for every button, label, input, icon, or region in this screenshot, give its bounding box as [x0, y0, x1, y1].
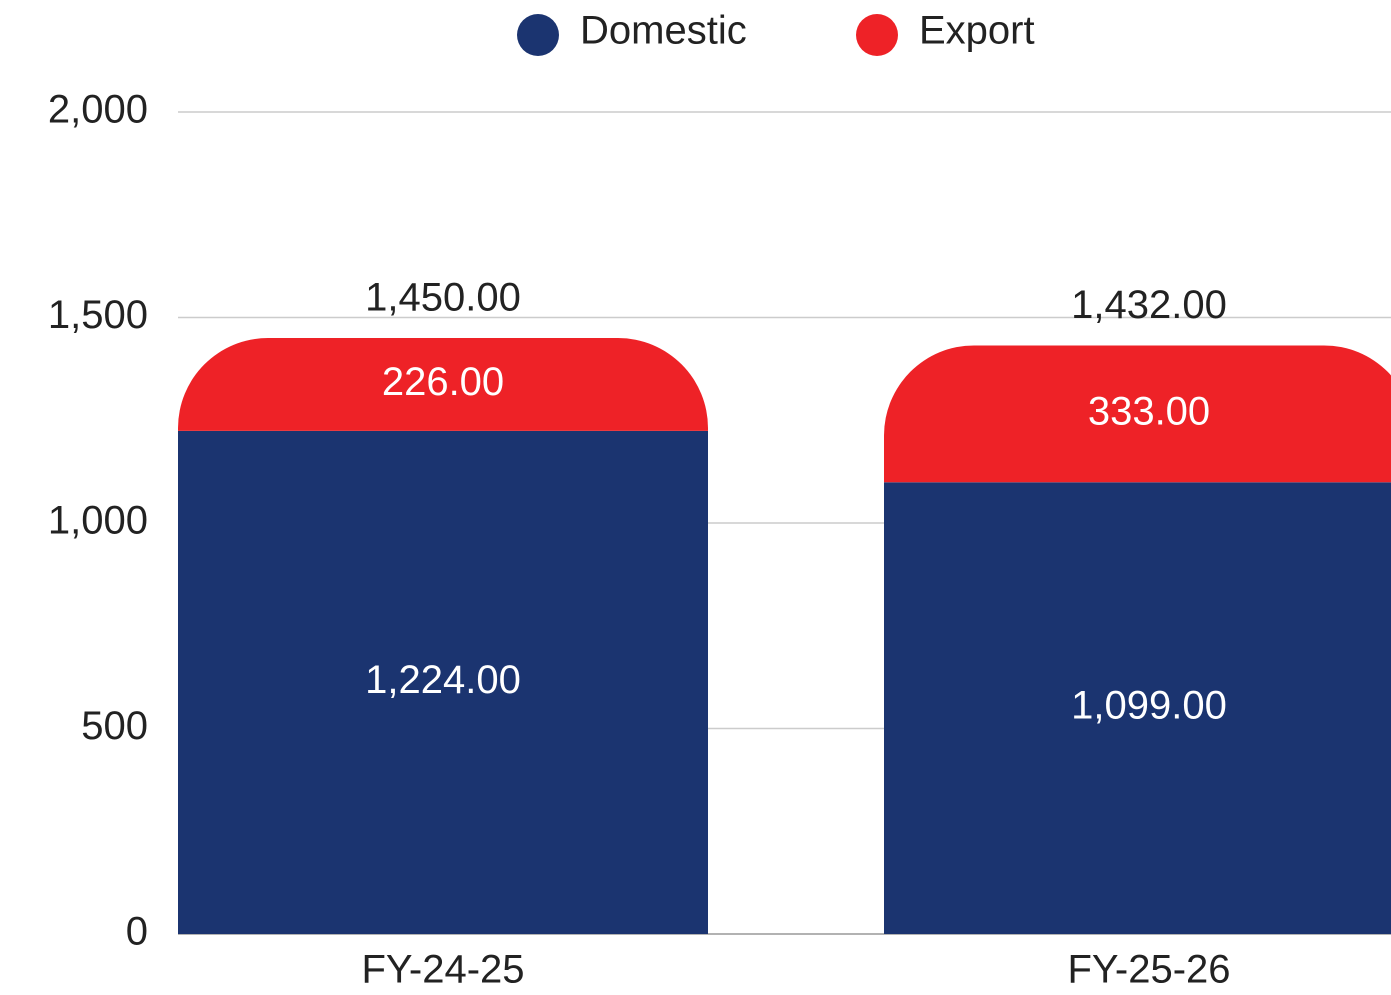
legend-label: Export	[919, 9, 1035, 53]
legend-swatch	[856, 14, 898, 56]
y-tick-label: 500	[81, 704, 148, 748]
data-label: 1,224.00	[365, 658, 521, 702]
total-label: 1,450.00	[365, 276, 521, 320]
y-tick-label: 0	[126, 910, 148, 954]
legend-swatch	[517, 14, 559, 56]
bar-segment	[178, 430, 708, 934]
legend-label: Domestic	[580, 9, 747, 53]
x-tick-label: FY-25-26	[1067, 948, 1230, 992]
data-label: 1,099.00	[1071, 684, 1227, 728]
data-label: 226.00	[382, 360, 504, 404]
total-label: 1,432.00	[1071, 283, 1227, 327]
data-label: 333.00	[1088, 389, 1210, 433]
y-tick-label: 1,000	[48, 499, 148, 543]
bar-segment	[884, 345, 1391, 483]
x-tick-label: FY-24-25	[361, 948, 524, 992]
bar-segment	[884, 482, 1391, 934]
y-tick-label: 2,000	[48, 88, 148, 132]
bar-segment	[178, 338, 708, 431]
y-tick-label: 1,500	[48, 293, 148, 337]
